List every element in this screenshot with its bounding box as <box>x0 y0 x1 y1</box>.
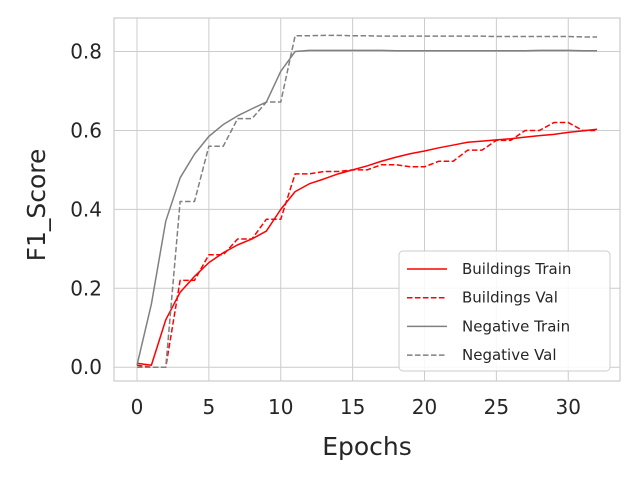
legend-label: Negative Val <box>462 346 557 364</box>
x-axis-label: Epochs <box>322 432 412 461</box>
series-line-buildings-val <box>136 121 597 368</box>
series-line-negative-train <box>136 49 597 366</box>
y-tick-label: 0.6 <box>70 118 102 142</box>
legend-label: Buildings Train <box>462 260 571 278</box>
x-tick-label: 25 <box>484 395 509 419</box>
legend-label: Negative Train <box>462 317 570 335</box>
legend: Buildings Train Buildings Val Negative Tra… <box>398 250 611 372</box>
y-tick-label: 0.8 <box>70 40 102 64</box>
series-lines <box>136 34 598 368</box>
x-tick-label: 15 <box>340 395 365 419</box>
x-tick-label: 0 <box>131 395 144 419</box>
x-tick-label: 5 <box>203 395 216 419</box>
y-tick-label: 0.4 <box>70 197 102 221</box>
legend-label: Buildings Val <box>462 289 558 307</box>
x-tick-label: 20 <box>412 395 437 419</box>
series-line-buildings-train <box>136 128 598 366</box>
x-tick-label: 10 <box>268 395 293 419</box>
y-tick-label: 0.2 <box>70 276 102 300</box>
y-tick-label: 0.0 <box>70 355 102 379</box>
y-tick-labels: 0.0 0.2 0.4 0.6 0.8 <box>70 40 102 380</box>
plot-frame <box>113 17 621 382</box>
legend-frame <box>398 250 611 372</box>
x-tick-labels: 0 5 10 15 20 25 30 <box>131 395 581 419</box>
x-tick-label: 30 <box>556 395 581 419</box>
grid <box>114 18 620 381</box>
y-axis-label: F1_Score <box>22 149 51 262</box>
